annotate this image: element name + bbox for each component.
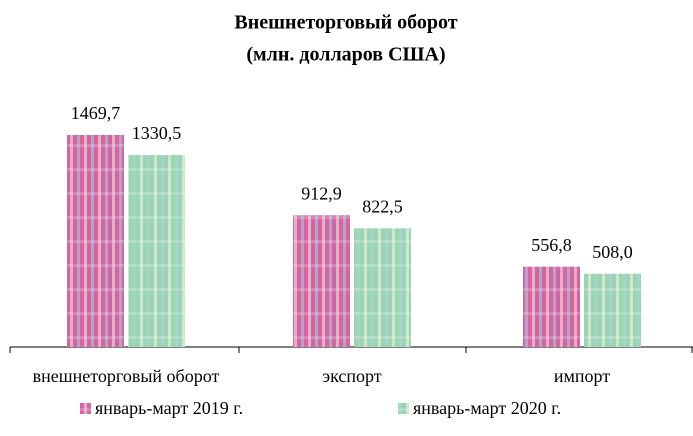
bar-texture xyxy=(67,135,124,347)
data-label: 1330,5 xyxy=(132,123,182,143)
bar-texture xyxy=(128,155,185,347)
bar-texture xyxy=(523,266,580,347)
chart-title: Внешнеторговый оборот xyxy=(234,12,457,34)
bar-texture xyxy=(584,273,641,347)
legend-label: январь-март 2020 г. xyxy=(413,398,561,418)
x-tick-label: экспорт xyxy=(322,366,381,386)
x-tick-label: импорт xyxy=(554,366,610,386)
x-tick-label: внешнеторговый оборот xyxy=(33,366,220,386)
data-label: 556,8 xyxy=(531,235,572,255)
legend-label: январь-март 2019 г. xyxy=(95,398,243,418)
data-label: 822,5 xyxy=(362,196,403,216)
bar-texture xyxy=(293,215,350,347)
legend-swatch-texture xyxy=(398,403,409,414)
data-label: 1469,7 xyxy=(71,103,121,123)
chart-subtitle: (млн. долларов США) xyxy=(246,44,445,66)
bar-texture xyxy=(354,228,411,347)
data-label: 508,0 xyxy=(592,242,633,262)
data-label: 912,9 xyxy=(301,183,342,203)
legend-swatch-texture xyxy=(80,403,91,414)
